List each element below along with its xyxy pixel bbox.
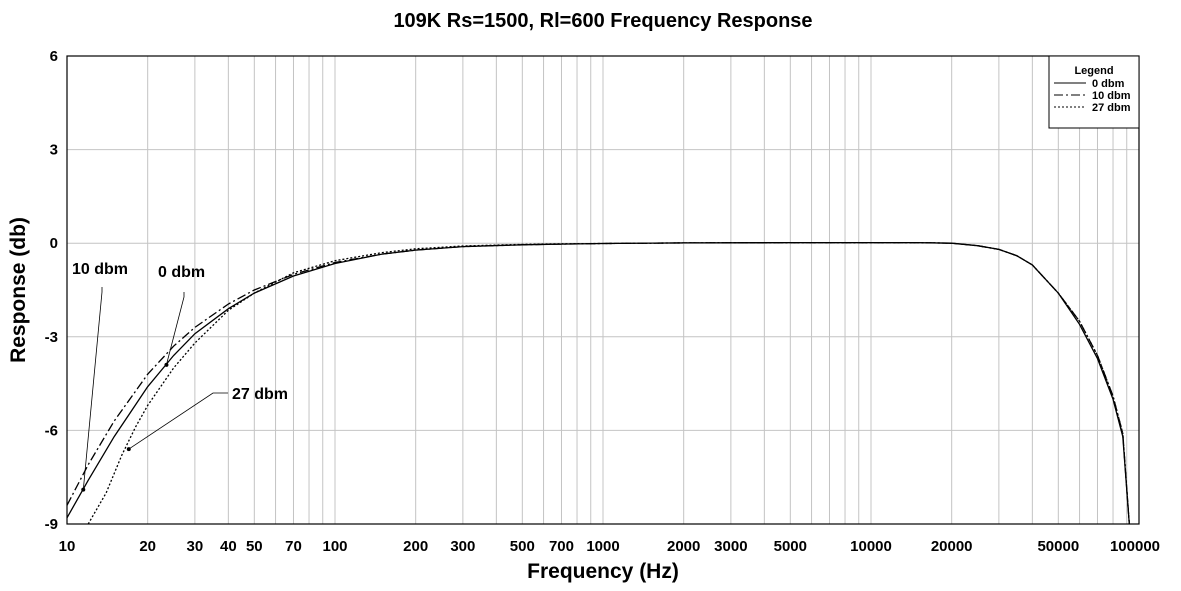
series-line-10-dbm (66, 241, 1130, 525)
x-tick-label: 10000 (850, 538, 892, 555)
annotation-arrowhead (164, 362, 169, 367)
y-tick-label: 3 (50, 142, 58, 159)
annotation-leader (166, 292, 185, 366)
annotation-arrowhead (126, 447, 131, 452)
annotations: 10 dbm 0 dbm 27 dbm (72, 261, 288, 492)
x-axis-label: Frequency (Hz) (527, 560, 679, 583)
annotation-label: 10 dbm (72, 261, 128, 278)
annotation-leader (82, 287, 103, 490)
x-tick-label: 300 (450, 538, 475, 555)
x-tick-label: 2000 (667, 538, 700, 555)
series-line-27-dbm (87, 241, 1130, 525)
x-tick-label: 20000 (931, 538, 973, 555)
legend-entry-label: 10 dbm (1092, 90, 1131, 102)
chart-title: 109K Rs=1500, Rl=600 Frequency Response (393, 10, 812, 32)
legend-box (1048, 55, 1140, 129)
x-tick-label: 20 (139, 538, 156, 555)
x-tick-label: 3000 (714, 538, 747, 555)
x-tick-label: 700 (549, 538, 574, 555)
y-tick-label: -9 (45, 516, 58, 533)
x-tick-label: 40 (220, 538, 237, 555)
x-tick-label: 200 (403, 538, 428, 555)
data-series (66, 241, 1130, 525)
x-tick-label: 50000 (1037, 538, 1079, 555)
y-tick-label: 0 (50, 235, 58, 252)
x-tick-labels: 10 20 30 40 50 70 100 200 300 500 700 1000 2000 3000 5… (59, 538, 1160, 555)
plot-area-frame (66, 55, 1140, 525)
x-tick-label: 100 (322, 538, 347, 555)
y-tick-label: -6 (45, 422, 58, 439)
legend-title: Legend (1074, 65, 1113, 77)
x-tick-label: 10 (59, 538, 76, 555)
x-tick-label: 50 (246, 538, 263, 555)
y-tick-labels: -9 -6 -3 0 3 6 (45, 48, 58, 533)
annotation-leader (128, 392, 228, 450)
annotation-arrowhead (81, 487, 86, 492)
x-tick-label: 1000 (586, 538, 619, 555)
x-tick-label: 30 (187, 538, 204, 555)
x-tick-label: 5000 (774, 538, 807, 555)
annotation-label: 0 dbm (158, 264, 205, 281)
x-tick-label: 500 (510, 538, 535, 555)
y-axis-label: Response (db) (7, 217, 30, 363)
annotation-label: 27 dbm (232, 386, 288, 403)
legend-entry-label: 27 dbm (1092, 102, 1131, 114)
x-tick-label: 100000 (1110, 538, 1160, 555)
y-tick-label: 6 (50, 48, 58, 65)
y-tick-label: -3 (45, 329, 58, 346)
x-tick-label: 70 (285, 538, 302, 555)
legend-entry-label: 0 dbm (1092, 78, 1125, 90)
grid-lines (67, 56, 1139, 524)
series-line-0-dbm (66, 241, 1130, 525)
